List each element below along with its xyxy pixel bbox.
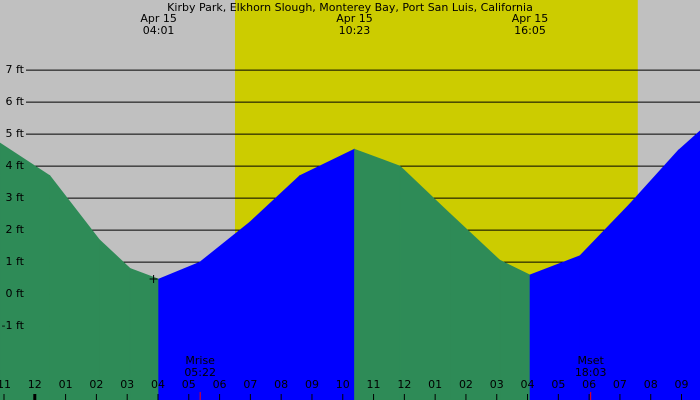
x-tick-label: 09 [305,378,319,391]
x-tick-label: 10 [336,378,350,391]
x-tick-label: 08 [644,378,658,391]
x-tick-label: 07 [243,378,257,391]
x-tick-label: 05 [551,378,565,391]
extreme-time: 04:01 [143,24,175,37]
x-tick-label: 09 [675,378,689,391]
extreme-date: Apr 15 [512,12,549,25]
y-tick-label: 3 ft [6,191,25,204]
x-tick-label: 06 [582,378,596,391]
y-tick-label: 1 ft [6,255,25,268]
y-tick-label: 6 ft [6,95,25,108]
moon-time: 18:03 [575,366,607,379]
x-tick-label: 12 [397,378,411,391]
extreme-date: Apr 15 [140,12,177,25]
y-tick-label: 0 ft [6,287,25,300]
y-tick-label: -1 ft [2,319,25,332]
moon-time: 05:22 [184,366,216,379]
tide-segment [678,130,700,400]
y-tick-label: 4 ft [6,159,25,172]
tide-segment [0,142,51,400]
tide-area [0,130,700,400]
tide-segment [299,148,355,400]
x-tick-label: 02 [459,378,473,391]
tide-segment [354,148,401,400]
x-tick-label: 07 [613,378,627,391]
x-tick-label: 03 [490,378,504,391]
x-tick-label: 06 [213,378,227,391]
y-tick-label: 7 ft [6,63,25,76]
x-tick-label: 01 [428,378,442,391]
x-tick-label: 05 [182,378,196,391]
x-tick-label: 08 [274,378,288,391]
extreme-marker [149,275,158,284]
moon-label: Mset [578,354,605,367]
x-tick-label: 02 [89,378,103,391]
moon-label: Mrise [185,354,215,367]
extreme-time: 16:05 [514,24,546,37]
chart-title: Kirby Park, Elkhorn Slough, Monterey Bay… [167,1,533,14]
x-tick-label: 01 [59,378,73,391]
x-tick-label: 11 [367,378,381,391]
x-tick-label: 12 [28,378,42,391]
x-tick-label: 03 [120,378,134,391]
y-tick-label: 2 ft [6,223,25,236]
x-tick-label: 04 [151,378,165,391]
y-tick-label: 5 ft [6,127,25,140]
extreme-time: 10:23 [339,24,371,37]
extreme-date: Apr 15 [336,12,373,25]
x-tick-label: 04 [521,378,535,391]
x-tick-label: 11 [0,378,11,391]
